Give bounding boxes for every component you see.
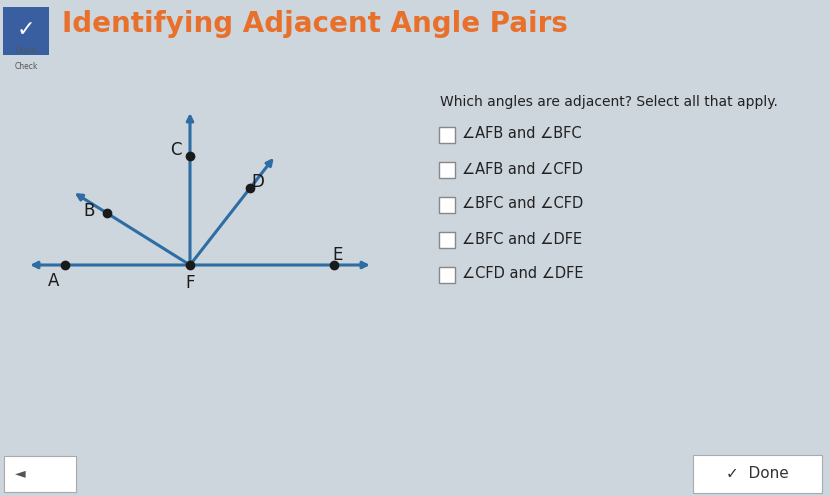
FancyBboxPatch shape: [439, 162, 455, 178]
FancyBboxPatch shape: [439, 127, 455, 143]
FancyBboxPatch shape: [439, 232, 455, 248]
Text: A: A: [47, 272, 59, 290]
Text: Identifying Adjacent Angle Pairs: Identifying Adjacent Angle Pairs: [62, 10, 568, 38]
Text: E: E: [333, 246, 343, 264]
Text: D: D: [251, 173, 265, 191]
Text: ◄: ◄: [15, 466, 25, 480]
Text: ∠AFB and ∠BFC: ∠AFB and ∠BFC: [462, 126, 582, 141]
Text: ∠AFB and ∠CFD: ∠AFB and ∠CFD: [462, 162, 583, 177]
Text: Check: Check: [14, 62, 37, 71]
Text: ∠BFC and ∠CFD: ∠BFC and ∠CFD: [462, 196, 583, 211]
Text: ∠BFC and ∠DFE: ∠BFC and ∠DFE: [462, 232, 582, 247]
FancyBboxPatch shape: [439, 267, 455, 283]
FancyBboxPatch shape: [4, 456, 76, 492]
Text: ✓  Done: ✓ Done: [725, 466, 788, 481]
Text: F: F: [185, 274, 195, 292]
Text: C: C: [170, 140, 182, 159]
FancyBboxPatch shape: [693, 455, 822, 493]
FancyBboxPatch shape: [3, 7, 49, 55]
Text: Quick: Quick: [15, 46, 37, 55]
Text: ∠CFD and ∠DFE: ∠CFD and ∠DFE: [462, 266, 583, 282]
Text: B: B: [83, 202, 95, 220]
Text: ✓: ✓: [17, 20, 36, 40]
Text: Which angles are adjacent? Select all that apply.: Which angles are adjacent? Select all th…: [440, 95, 778, 109]
FancyBboxPatch shape: [439, 197, 455, 213]
